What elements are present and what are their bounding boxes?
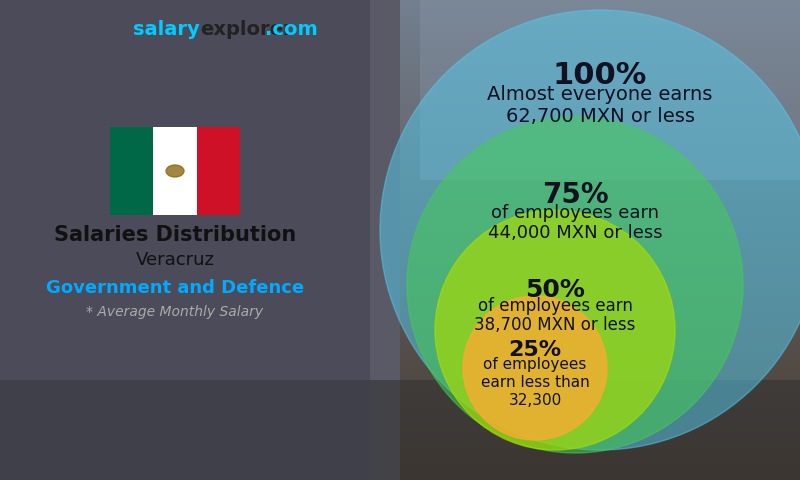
Circle shape [435, 210, 675, 450]
Text: 44,000 MXN or less: 44,000 MXN or less [488, 224, 662, 242]
Text: earn less than: earn less than [481, 375, 590, 390]
Bar [400, 216, 800, 224]
Circle shape [380, 10, 800, 450]
Bar [400, 144, 800, 152]
Text: explorer: explorer [200, 20, 293, 39]
Bar [400, 168, 800, 176]
Bar [400, 104, 800, 112]
Bar [400, 320, 800, 328]
Text: Veracruz: Veracruz [135, 251, 214, 269]
Bar [400, 72, 800, 80]
Bar [400, 472, 800, 480]
Bar [400, 40, 800, 48]
Bar [400, 32, 800, 40]
Bar [400, 0, 800, 8]
Bar [400, 352, 800, 360]
Ellipse shape [166, 165, 184, 177]
Text: of employees earn: of employees earn [478, 297, 633, 315]
Bar [400, 80, 800, 88]
Bar [197, 127, 240, 215]
Bar [400, 368, 800, 376]
Circle shape [463, 296, 607, 440]
Bar [400, 328, 800, 336]
Bar [400, 224, 800, 232]
Bar [400, 384, 800, 392]
Bar [400, 456, 800, 464]
Bar [400, 208, 800, 216]
Bar [400, 176, 800, 184]
Bar [400, 416, 800, 424]
Bar [400, 192, 800, 200]
Bar [400, 464, 800, 472]
Bar [0, 380, 800, 480]
Text: of employees earn: of employees earn [491, 204, 659, 222]
Bar [400, 336, 800, 344]
Text: Government and Defence: Government and Defence [46, 279, 304, 297]
Text: of employees: of employees [483, 357, 586, 372]
Bar [400, 248, 800, 256]
Bar [400, 312, 800, 320]
Bar [400, 8, 800, 16]
Bar [0, 0, 370, 480]
Bar [400, 240, 800, 248]
Text: 62,700 MXN or less: 62,700 MXN or less [506, 108, 694, 126]
Bar [110, 127, 154, 215]
Bar [400, 48, 800, 56]
Bar [400, 112, 800, 120]
Bar [400, 448, 800, 456]
Bar [400, 88, 800, 96]
Text: 25%: 25% [509, 340, 562, 360]
Text: Salaries Distribution: Salaries Distribution [54, 225, 296, 245]
Bar [400, 408, 800, 416]
Bar [400, 136, 800, 144]
Bar [400, 440, 800, 448]
Bar [400, 392, 800, 400]
Bar [420, 0, 800, 180]
Bar [400, 96, 800, 104]
Bar [400, 272, 800, 280]
Bar [400, 360, 800, 368]
Bar [400, 432, 800, 440]
Circle shape [407, 117, 743, 453]
Bar [400, 264, 800, 272]
Text: Almost everyone earns: Almost everyone earns [487, 85, 713, 104]
Bar [400, 184, 800, 192]
Bar [400, 56, 800, 64]
Bar [154, 127, 197, 215]
Bar [400, 232, 800, 240]
Bar [400, 400, 800, 408]
Bar [400, 296, 800, 304]
Text: 75%: 75% [542, 181, 608, 209]
Bar [400, 256, 800, 264]
Text: 50%: 50% [525, 278, 585, 302]
Bar [400, 152, 800, 160]
Bar [400, 120, 800, 128]
Text: 38,700 MXN or less: 38,700 MXN or less [474, 316, 636, 334]
Bar [400, 424, 800, 432]
Bar [400, 280, 800, 288]
Text: salary: salary [134, 20, 200, 39]
Text: 100%: 100% [553, 60, 647, 89]
Text: 32,300: 32,300 [508, 393, 562, 408]
Bar [400, 288, 800, 296]
Bar [400, 200, 800, 208]
Bar [400, 128, 800, 136]
Bar [400, 64, 800, 72]
Bar [400, 304, 800, 312]
Text: * Average Monthly Salary: * Average Monthly Salary [86, 305, 263, 319]
Bar [400, 160, 800, 168]
Bar [400, 24, 800, 32]
Text: .com: .com [265, 20, 318, 39]
Bar [400, 16, 800, 24]
Bar [400, 344, 800, 352]
Bar [400, 376, 800, 384]
